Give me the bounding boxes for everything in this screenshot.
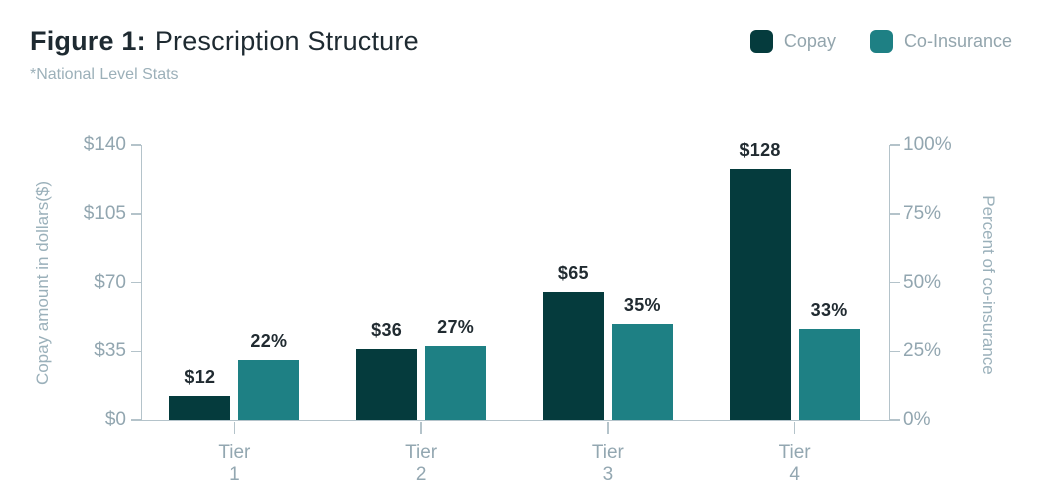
- right-axis-tick: [889, 419, 900, 421]
- x-axis-tick: [233, 421, 236, 434]
- figure-subtitle: *National Level Stats: [30, 66, 179, 83]
- figure-title-text: Prescription Structure: [154, 26, 419, 56]
- right-axis-tick-label: 75%: [903, 202, 942, 224]
- bar-value-label: $65: [557, 263, 589, 284]
- right-axis-tick: [889, 350, 900, 352]
- left-axis-tick-label: $140: [83, 134, 126, 155]
- left-axis-tick: [131, 281, 141, 284]
- bar-copay-tier-3: [542, 292, 604, 420]
- bar-value-label: 22%: [250, 330, 288, 351]
- legend-label: Co-Insurance: [903, 31, 1012, 51]
- bar-co-insurance-tier-3: [611, 323, 673, 420]
- bar-value-label: $12: [184, 367, 216, 388]
- legend-label: Copay: [783, 31, 836, 51]
- left-axis-tick: [131, 419, 141, 421]
- right-axis-title: Percent of co-insurance: [979, 195, 998, 375]
- chart-legend: Copay Co-Insurance: [749, 30, 1012, 53]
- bar-value-label: $36: [371, 320, 403, 341]
- right-axis-tick: [889, 281, 900, 284]
- legend-item-co-insurance: Co-Insurance: [869, 30, 1012, 53]
- legend-item-copay: Copay: [749, 30, 836, 53]
- bar-co-insurance-tier-2: [425, 345, 487, 420]
- bar-value-label: 27%: [437, 316, 475, 337]
- left-axis-tick-label: $70: [94, 271, 126, 293]
- left-axis-tick-label: $0: [104, 409, 126, 430]
- x-axis-tick: [420, 421, 422, 434]
- x-axis-tick: [607, 421, 609, 434]
- left-axis-tick: [131, 213, 141, 215]
- category-label-tier-3: Tier 3: [591, 442, 624, 485]
- bar-co-insurance-tier-4: [798, 329, 860, 420]
- bar-copay-tier-2: [356, 349, 418, 420]
- category-label-tier-4: Tier 4: [778, 442, 811, 485]
- bar-value-label: 33%: [810, 300, 848, 321]
- figure-title-prefix: Figure 1:: [30, 26, 146, 56]
- bar-copay-tier-1: [169, 396, 231, 420]
- legend-swatch-icon: [749, 30, 773, 53]
- left-axis-tick-label: $105: [83, 202, 126, 224]
- right-axis-tick-label: 0%: [903, 409, 931, 430]
- right-axis-tick-label: 50%: [903, 271, 942, 293]
- right-axis-tick-label: 100%: [903, 134, 952, 155]
- category-label-tier-2: Tier 2: [405, 442, 438, 485]
- right-axis-tick-label: 25%: [903, 340, 942, 362]
- category-label-tier-1: Tier 1: [218, 442, 251, 485]
- left-axis-tick-label: $35: [94, 340, 126, 362]
- right-axis-tick: [889, 213, 900, 215]
- left-axis-tick: [131, 144, 141, 146]
- figure-title: Figure 1: Prescription Structure: [30, 26, 419, 57]
- bar-value-label: 35%: [623, 294, 661, 315]
- bar-copay-tier-4: [729, 168, 791, 420]
- right-axis-tick: [889, 144, 900, 146]
- bar-co-insurance-tier-1: [238, 359, 300, 420]
- x-axis-tick: [793, 421, 796, 434]
- legend-swatch-icon: [869, 30, 893, 53]
- left-axis-tick: [131, 350, 141, 352]
- bar-value-label: $128: [739, 139, 781, 160]
- left-axis-title: Copay amount in dollars($): [33, 180, 52, 386]
